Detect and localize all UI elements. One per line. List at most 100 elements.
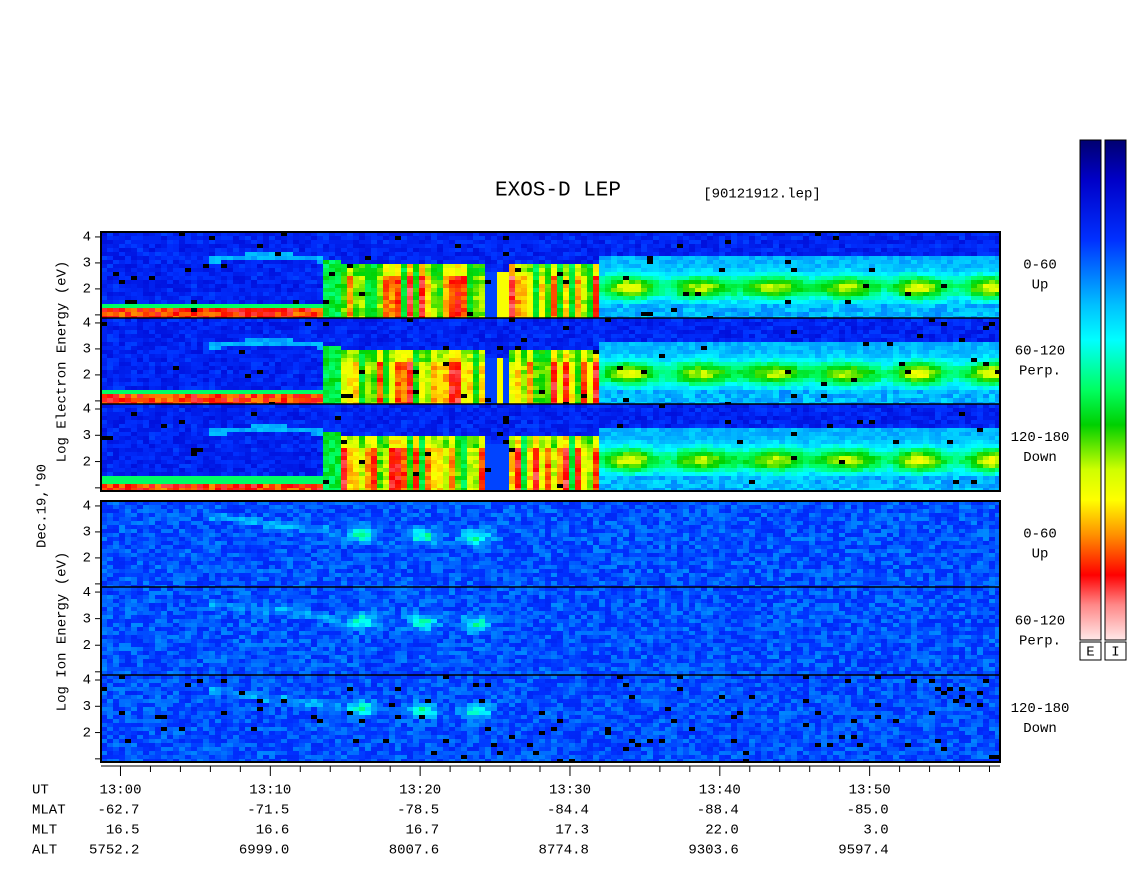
spectrogram-cell [275, 244, 281, 248]
spectrogram-cell [497, 248, 503, 252]
spectrogram-cell [545, 316, 551, 318]
spectrogram-cell [245, 334, 251, 338]
spectrogram-cell [431, 402, 437, 404]
spectrogram-cell [449, 280, 455, 284]
spectrogram-cell [887, 244, 893, 248]
spectrogram-cell [395, 326, 401, 330]
spectrogram-cell [209, 272, 215, 276]
spectrogram-cell [377, 322, 383, 326]
spectrogram-cell [251, 300, 257, 304]
spectrogram-cell [497, 244, 503, 248]
spectrogram-cell [731, 244, 737, 248]
spectrogram-cell [113, 268, 119, 272]
spectrogram-cell [311, 252, 317, 256]
spectrogram-cell [503, 308, 509, 312]
spectrogram-cell [131, 346, 137, 350]
spectrogram-cell [299, 256, 305, 260]
spectrogram-cell [545, 374, 551, 378]
spectrogram-cell [917, 256, 923, 260]
spectrogram-cell [863, 292, 869, 296]
spectrogram-cell [203, 350, 209, 354]
spectrogram-cell [257, 248, 263, 252]
spectrogram-cell [767, 312, 773, 316]
spectrogram-cell [617, 276, 623, 280]
spectrogram-cell [839, 240, 845, 244]
spectrogram-cell [287, 394, 293, 398]
spectrogram-cell [899, 264, 905, 268]
spectrogram-cell [983, 260, 989, 264]
spectrogram-cell [293, 386, 299, 390]
spectrogram-cell [923, 280, 929, 284]
spectrogram-cell [905, 316, 911, 318]
spectrogram-cell [365, 354, 371, 358]
spectrogram-cell [281, 350, 287, 354]
spectrogram-cell [401, 366, 407, 370]
spectrogram-cell [833, 240, 839, 244]
spectrogram-cell [773, 312, 779, 316]
spectrogram-cell [275, 256, 281, 260]
spectrogram-cell [407, 386, 413, 390]
spectrogram-cell [293, 248, 299, 252]
spectrogram-cell [491, 240, 497, 244]
spectrogram-cell [191, 358, 197, 362]
spectrogram-cell [125, 304, 131, 308]
spectrogram-cell [569, 268, 575, 272]
spectrogram-cell [527, 394, 533, 398]
spectrogram-cell [527, 232, 533, 236]
spectrogram-cell [101, 236, 107, 240]
spectrogram-cell [527, 272, 533, 276]
spectrogram-cell [671, 292, 677, 296]
spectrogram-cell [701, 260, 707, 264]
spectrogram-cell [377, 362, 383, 366]
spectrogram-cell [233, 338, 239, 342]
spectrogram-cell [659, 276, 665, 280]
spectrogram-cell [293, 382, 299, 386]
spectrogram-cell [149, 390, 155, 394]
spectrogram-cell [359, 304, 365, 308]
spectrogram-cell [293, 296, 299, 300]
spectrogram-cell [317, 322, 323, 326]
spectrogram-cell [875, 292, 881, 296]
spectrogram-cell [191, 312, 197, 316]
spectrogram-cell [443, 296, 449, 300]
spectrogram-cell [791, 280, 797, 284]
spectrogram-cell [185, 374, 191, 378]
spectrogram-cell [509, 358, 515, 362]
spectrogram-cell [377, 256, 383, 260]
spectrogram-cell [221, 390, 227, 394]
spectrogram-cell [935, 316, 941, 318]
spectrogram-cell [335, 232, 341, 236]
spectrogram-cell [851, 280, 857, 284]
spectrogram-cell [923, 264, 929, 268]
spectrogram-cell [353, 232, 359, 236]
spectrogram-cell [785, 256, 791, 260]
spectrogram-cell [407, 296, 413, 300]
spectrogram-cell [389, 378, 395, 382]
spectrogram-cell [275, 390, 281, 394]
spectrogram-cell [269, 330, 275, 334]
spectrogram-cell [605, 264, 611, 268]
spectrogram-cell [527, 260, 533, 264]
spectrogram-cell [107, 370, 113, 374]
spectrogram-cell [323, 236, 329, 240]
spectrogram-cell [425, 304, 431, 308]
spectrogram-cell [179, 256, 185, 260]
spectrogram-cell [617, 252, 623, 256]
spectrogram-cell [449, 318, 455, 322]
spectrogram-cell [401, 350, 407, 354]
spectrogram-cell [209, 280, 215, 284]
spectrogram-cell [467, 284, 473, 288]
spectrogram-cell [203, 342, 209, 346]
spectrogram-cell [725, 252, 731, 256]
spectrogram-cell [893, 268, 899, 272]
spectrogram-cell [743, 284, 749, 288]
spectrogram-cell [617, 256, 623, 260]
spectrogram-cell [707, 284, 713, 288]
spectrogram-cell [911, 272, 917, 276]
spectrogram-cell [977, 292, 983, 296]
spectrogram-cell [431, 272, 437, 276]
spectrogram-cell [929, 284, 935, 288]
spectrogram-cell [455, 370, 461, 374]
spectrogram-cell [719, 236, 725, 240]
spectrogram-cell [563, 312, 569, 316]
